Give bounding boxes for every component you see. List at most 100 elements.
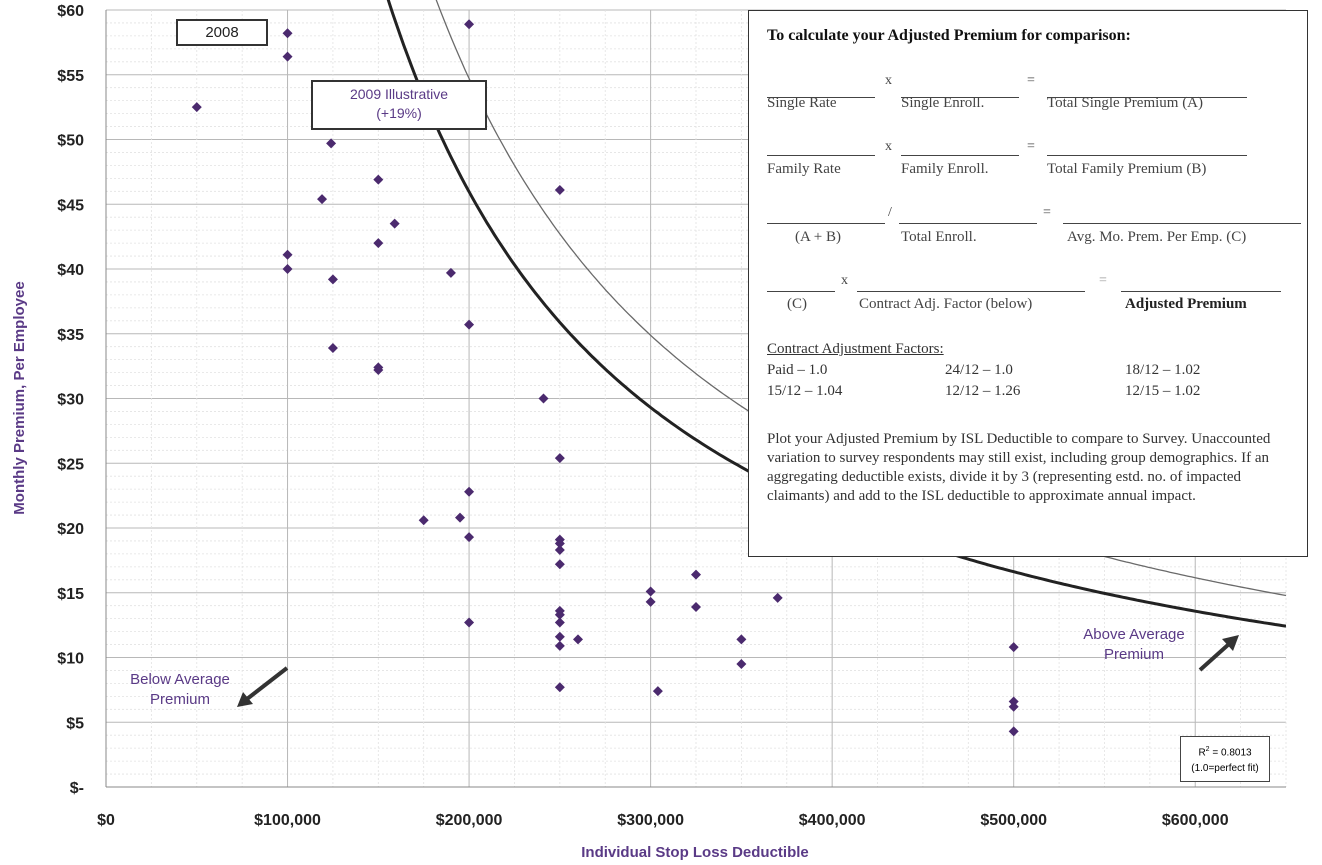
adjusted-premium-label: Adjusted Premium xyxy=(1125,296,1247,312)
data-point xyxy=(1008,701,1019,712)
factor-12-15: 12/15 – 1.02 xyxy=(1125,383,1201,399)
x-tick-label: $500,000 xyxy=(980,812,1047,829)
avg-mo-prem-label: Avg. Mo. Prem. Per Emp. (C) xyxy=(1067,229,1247,245)
y-tick-label: $25 xyxy=(57,456,84,473)
data-point xyxy=(418,515,429,526)
data-point xyxy=(554,609,565,620)
r-squared-box: R2 = 0.8013 (1.0=perfect fit) xyxy=(1180,736,1270,782)
tick-labels: $- $5 $10 $15 $20 $25 $30 $35 $40 $45 $50 $55 $60 $0 $… xyxy=(57,3,1228,829)
below-average-line1: Below Average xyxy=(130,671,230,688)
data-point xyxy=(464,486,475,497)
above-average-line2: Premium xyxy=(1103,646,1164,663)
row1-equals: = xyxy=(1027,73,1035,88)
row3-operator: / xyxy=(888,205,892,220)
data-point xyxy=(373,362,384,373)
total-single-premium-label: Total Single Premium (A) xyxy=(1047,95,1204,111)
y-tick-label: $55 xyxy=(57,68,84,85)
y-tick-label: $60 xyxy=(57,3,84,20)
data-point xyxy=(554,617,565,628)
data-point xyxy=(327,342,338,353)
row4-operator: x xyxy=(841,273,848,288)
factor-paid: Paid – 1.0 xyxy=(767,362,828,378)
data-point xyxy=(554,453,565,464)
contract-adj-factor-label: Contract Adj. Factor (below) xyxy=(859,296,1033,312)
y-axis-title: Monthly Premium, Per Employee xyxy=(11,281,28,514)
above-average-annotation: Above Average Premium xyxy=(1064,625,1204,665)
data-point xyxy=(282,249,293,260)
below-average-annotation: Below Average Premium xyxy=(110,670,250,710)
row2-operator: x xyxy=(885,139,892,154)
data-point xyxy=(389,218,400,229)
data-point xyxy=(554,631,565,642)
arrow-up-right-icon xyxy=(1198,635,1239,672)
data-point xyxy=(1008,696,1019,707)
y-tick-label: $40 xyxy=(57,262,84,279)
data-point xyxy=(326,138,337,149)
data-point xyxy=(464,532,475,543)
y-tick-label: $50 xyxy=(57,133,84,150)
below-average-line2: Premium xyxy=(149,691,210,708)
data-point xyxy=(538,393,549,404)
data-points xyxy=(191,19,1019,737)
x-tick-label: $400,000 xyxy=(799,812,866,829)
data-point xyxy=(464,319,475,330)
data-point xyxy=(736,658,747,669)
y-tick-label: $5 xyxy=(66,715,84,732)
contract-adjustment-factors-title: Contract Adjustment Factors: xyxy=(767,341,944,357)
instructions-text: Plot your Adjusted Premium by ISL Deduct… xyxy=(767,431,1271,504)
total-family-premium-label: Total Family Premium (B) xyxy=(1047,161,1207,177)
data-point xyxy=(554,682,565,693)
data-point xyxy=(554,559,565,570)
y-tick-label: $35 xyxy=(57,327,84,344)
curve-label-2008: 2008 xyxy=(176,19,268,46)
r-squared-note: (1.0=perfect fit) xyxy=(1191,763,1259,775)
data-point xyxy=(455,512,465,523)
data-point xyxy=(554,185,565,196)
single-enroll-label: Single Enroll. xyxy=(901,95,985,111)
c-label: (C) xyxy=(787,296,807,312)
data-point xyxy=(445,267,456,278)
y-tick-label: $10 xyxy=(57,651,84,668)
data-point xyxy=(282,28,293,39)
arrow-down-left-icon xyxy=(237,666,289,707)
y-tick-label: $30 xyxy=(57,392,84,409)
r-squared-value: R2 = 0.8013 xyxy=(1198,746,1252,759)
data-point xyxy=(1008,642,1019,653)
y-tick-label: $- xyxy=(70,780,84,797)
data-point xyxy=(191,102,202,113)
x-tick-label: $200,000 xyxy=(436,812,503,829)
row2-equals: = xyxy=(1027,139,1035,154)
factor-12-12: 12/12 – 1.26 xyxy=(945,383,1021,399)
data-point xyxy=(772,592,783,603)
family-enroll-label: Family Enroll. xyxy=(901,161,989,177)
data-point xyxy=(691,569,701,580)
factor-15-12: 15/12 – 1.04 xyxy=(767,383,843,399)
x-axis-title: Individual Stop Loss Deductible xyxy=(581,844,809,861)
data-point xyxy=(645,586,656,597)
single-rate-label: Single Rate xyxy=(767,95,837,111)
data-point xyxy=(282,51,293,62)
y-tick-label: $20 xyxy=(57,521,84,538)
row1-operator: x xyxy=(885,73,892,88)
curve-label-2009-line1: 2009 Illustrative xyxy=(349,86,449,102)
total-enroll-label: Total Enroll. xyxy=(901,229,977,245)
data-point xyxy=(573,634,583,645)
a-plus-b-label: (A + B) xyxy=(795,229,841,245)
data-point xyxy=(691,601,701,612)
data-point xyxy=(464,19,475,30)
data-point xyxy=(327,274,338,285)
data-point xyxy=(373,238,384,249)
curve-label-2009: 2009 Illustrative (+19%) xyxy=(311,80,487,130)
curve-label-2009-line2: (+19%) xyxy=(376,105,422,121)
data-point xyxy=(736,634,747,645)
y-tick-label: $45 xyxy=(57,197,84,214)
calculator-title: To calculate your Adjusted Premium for c… xyxy=(767,27,1131,44)
x-tick-label: $300,000 xyxy=(617,812,684,829)
data-point xyxy=(1008,726,1019,737)
row4-equals: = xyxy=(1099,273,1107,288)
data-point xyxy=(317,194,328,205)
x-tick-label: $0 xyxy=(97,812,115,829)
data-point xyxy=(554,545,565,556)
adjusted-premium-calculator: To calculate your Adjusted Premium for c… xyxy=(748,10,1308,557)
x-tick-label: $100,000 xyxy=(254,812,321,829)
